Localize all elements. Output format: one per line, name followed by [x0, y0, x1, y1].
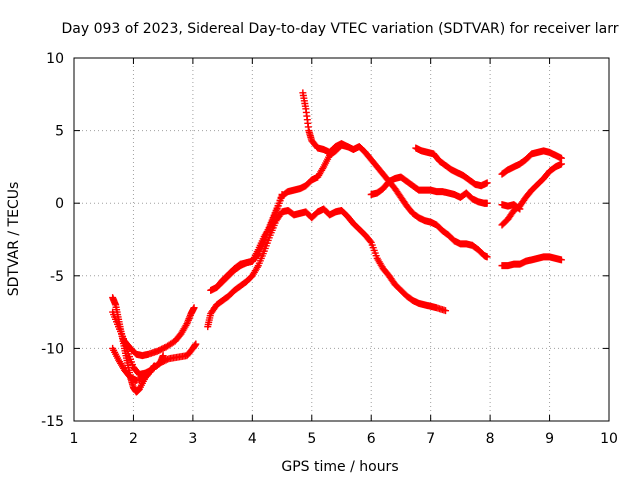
x-tick-label: 3 — [188, 431, 197, 447]
y-tick-label: -5 — [50, 269, 64, 285]
x-axis-title: GPS time / hours — [281, 459, 398, 475]
series-track-k — [498, 147, 565, 178]
y-tick-label: 0 — [55, 196, 64, 212]
data-point — [516, 205, 524, 213]
series-track-j — [412, 144, 491, 190]
x-tick-label: 4 — [248, 431, 257, 447]
x-tick-label: 9 — [545, 431, 554, 447]
data-point — [366, 237, 374, 245]
y-tick-label: -10 — [41, 341, 64, 357]
x-tick-label: 8 — [486, 431, 495, 447]
series-track-a — [109, 294, 200, 396]
plot-frame — [73, 57, 610, 422]
y-tick-label: -15 — [41, 414, 64, 430]
x-tick-label: 1 — [70, 431, 79, 447]
data-point — [442, 307, 450, 315]
data-marks — [109, 89, 565, 396]
grid-lines — [74, 58, 609, 421]
data-point — [557, 160, 565, 168]
data-point — [278, 190, 286, 198]
series-track-l — [498, 160, 565, 229]
series-track-g — [213, 190, 286, 291]
series-track-h — [299, 89, 351, 156]
data-point — [150, 362, 158, 370]
y-axis-title: SDTVAR / TECUs — [6, 182, 22, 297]
chart-title: Day 093 of 2023, Sidereal Day-to-day VTE… — [62, 21, 619, 37]
data-point — [343, 143, 351, 151]
x-tick-label: 5 — [307, 431, 316, 447]
data-point — [192, 340, 200, 348]
data-point — [190, 304, 198, 312]
y-tick-label: 5 — [55, 124, 64, 140]
y-tick-label: 10 — [46, 51, 64, 67]
data-point — [483, 199, 491, 207]
data-point — [483, 179, 491, 187]
x-tick-label: 2 — [129, 431, 138, 447]
data-point — [483, 253, 491, 261]
series-track-d — [112, 315, 158, 379]
series-track-n — [498, 253, 565, 270]
series-track-e — [204, 205, 450, 331]
series-track-m — [498, 201, 524, 213]
x-tick-label: 7 — [426, 431, 435, 447]
series-track-i — [367, 173, 491, 207]
data-point — [515, 204, 523, 212]
x-tick-label: 6 — [367, 431, 376, 447]
axis-ticks: 1 2 3 4 5 6 7 8 9 10 -15 -10 -5 0 5 10 — [41, 51, 618, 447]
data-point — [557, 256, 565, 264]
x-tick-label: 10 — [600, 431, 618, 447]
data-point — [159, 352, 167, 360]
